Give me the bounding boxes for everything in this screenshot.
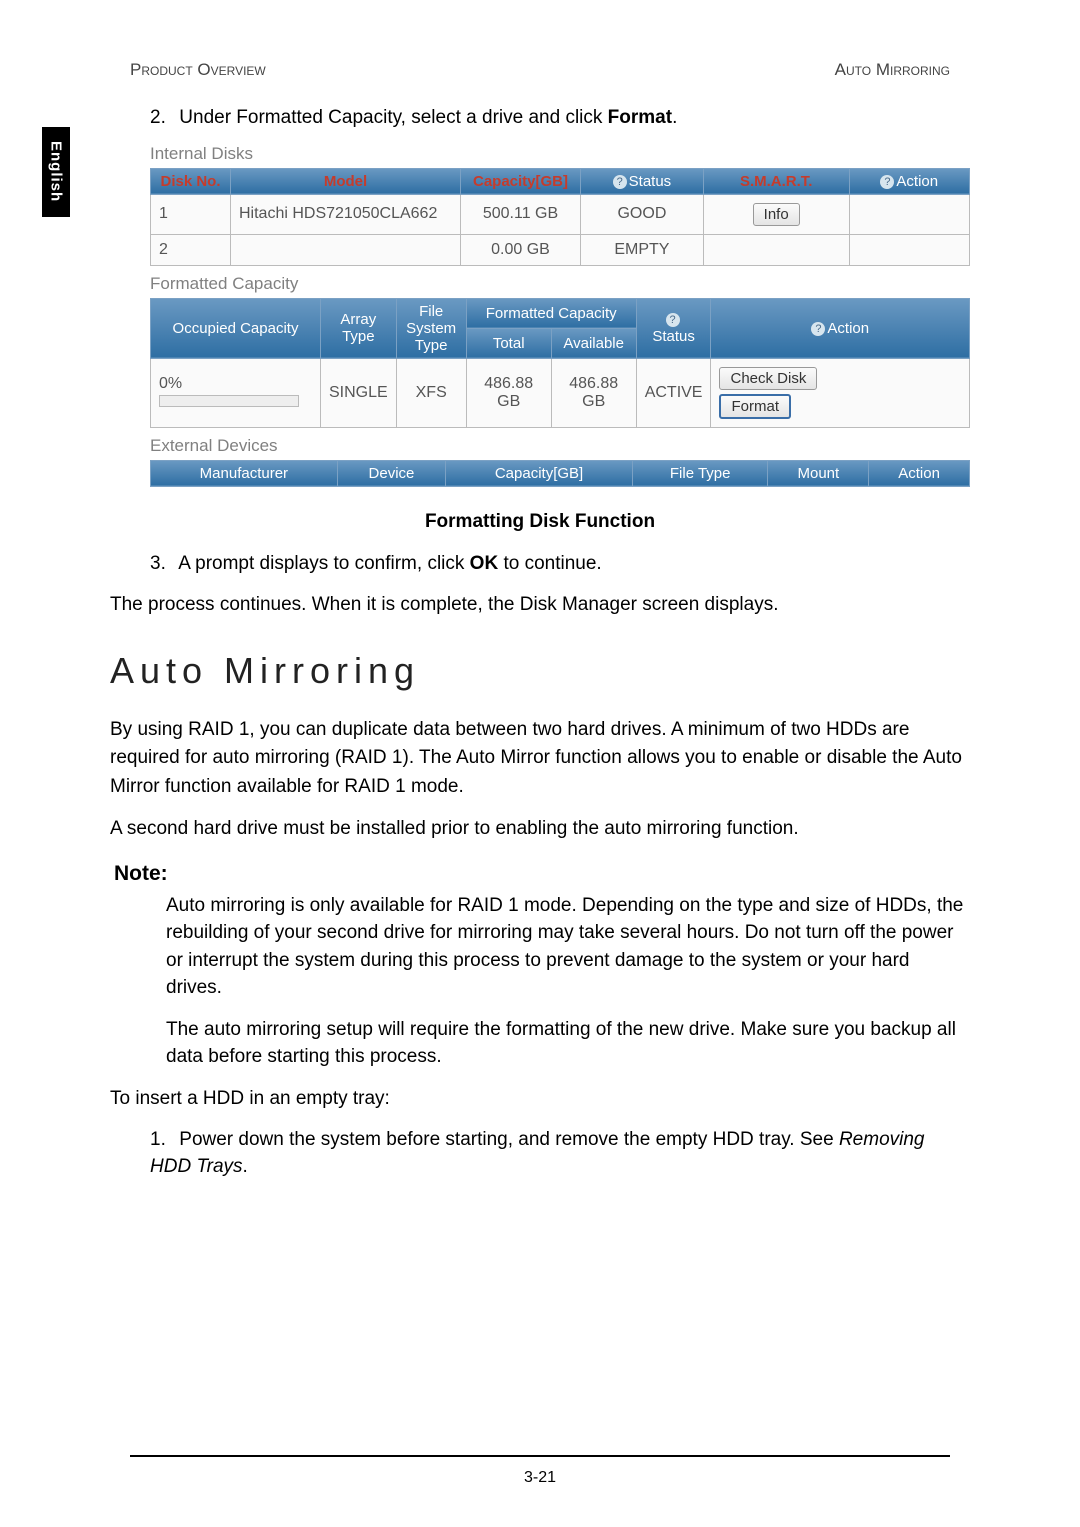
- note-p2: The auto mirroring setup will require th…: [166, 1016, 970, 1071]
- step-1b-num: 1.: [150, 1127, 174, 1154]
- col-capacity: Capacity[GB]: [461, 168, 581, 194]
- col-fc-action: ?Action: [711, 298, 970, 358]
- col-device: Device: [337, 460, 445, 486]
- section-title: Auto Mirroring: [110, 650, 970, 692]
- formatted-capacity-label: Formatted Capacity: [150, 274, 970, 294]
- table-row: 2 0.00 GB EMPTY: [151, 234, 970, 265]
- col-ext-action: Action: [869, 460, 970, 486]
- cell-fc-status: ACTIVE: [636, 358, 711, 427]
- cell-status: GOOD: [581, 194, 704, 234]
- disk-manager-ui: Internal Disks Disk No. Model Capacity[G…: [150, 144, 970, 487]
- col-fc-status: ?Status: [636, 298, 711, 358]
- col-avail: Available: [551, 328, 636, 358]
- page-header: Product Overview Auto Mirroring: [130, 60, 950, 80]
- page-number: 3-21: [0, 1469, 1080, 1487]
- step-3-text-a: A prompt displays to confirm, click: [178, 553, 469, 574]
- table-row: 1 Hitachi HDS721050CLA662 500.11 GB GOOD…: [151, 194, 970, 234]
- col-fc-action-label: Action: [827, 320, 869, 337]
- col-model: Model: [231, 168, 461, 194]
- note-title: Note:: [114, 862, 970, 886]
- cell-model: [231, 234, 461, 265]
- col-fc-status-label: Status: [652, 328, 695, 345]
- col-fs: File System Type: [396, 298, 466, 358]
- check-disk-button[interactable]: Check Disk: [719, 367, 817, 390]
- external-devices-table: Manufacturer Device Capacity[GB] File Ty…: [150, 460, 970, 487]
- cell-array: SINGLE: [321, 358, 397, 427]
- cell-smart: Info: [703, 194, 849, 234]
- cell-smart: [703, 234, 849, 265]
- col-fc-group: Formatted Capacity: [466, 298, 636, 328]
- note-p1: Auto mirroring is only available for RAI…: [166, 892, 970, 1002]
- after-step3-text: The process continues. When it is comple…: [110, 591, 970, 620]
- internal-disks-table: Disk No. Model Capacity[GB] ?Status S.M.…: [150, 168, 970, 266]
- step-2-num: 2.: [150, 105, 174, 132]
- help-icon[interactable]: ?: [811, 322, 825, 336]
- step-3-text-b: to continue.: [498, 553, 602, 574]
- step-1b-text: Power down the system before starting, a…: [179, 1129, 839, 1150]
- cell-diskno: 2: [151, 234, 231, 265]
- col-ext-cap: Capacity[GB]: [446, 460, 633, 486]
- cell-capacity: 0.00 GB: [461, 234, 581, 265]
- cell-model: Hitachi HDS721050CLA662: [231, 194, 461, 234]
- insert-intro: To insert a HDD in an empty tray:: [110, 1085, 970, 1114]
- cell-action: [849, 194, 969, 234]
- para-1: By using RAID 1, you can duplicate data …: [110, 716, 970, 802]
- col-mfr: Manufacturer: [151, 460, 338, 486]
- col-mount: Mount: [768, 460, 869, 486]
- help-icon[interactable]: ?: [666, 313, 680, 327]
- step-1b-tail: .: [243, 1156, 248, 1177]
- occupied-pct: 0%: [159, 375, 182, 392]
- language-tab-label: English: [48, 141, 65, 202]
- col-filetype: File Type: [632, 460, 768, 486]
- formatted-capacity-table: Occupied Capacity Array Type File System…: [150, 298, 970, 428]
- col-status: ?Status: [581, 168, 704, 194]
- step-2-text-a: Under Formatted Capacity, select a drive…: [179, 107, 607, 128]
- external-devices-label: External Devices: [150, 436, 970, 456]
- col-array: Array Type: [321, 298, 397, 358]
- col-total: Total: [466, 328, 551, 358]
- step-2-bold: Format: [608, 107, 672, 128]
- cell-total: 486.88 GB: [466, 358, 551, 427]
- col-occupied: Occupied Capacity: [151, 298, 321, 358]
- internal-disks-label: Internal Disks: [150, 144, 970, 164]
- col-diskno: Disk No.: [151, 168, 231, 194]
- cell-capacity: 500.11 GB: [461, 194, 581, 234]
- header-right: Auto Mirroring: [835, 60, 950, 80]
- help-icon[interactable]: ?: [880, 175, 894, 189]
- step-2-text-b: .: [672, 107, 677, 128]
- info-button[interactable]: Info: [753, 203, 800, 226]
- cell-status: EMPTY: [581, 234, 704, 265]
- help-icon[interactable]: ?: [613, 175, 627, 189]
- language-tab: English: [42, 127, 70, 217]
- format-button[interactable]: Format: [719, 394, 791, 419]
- cell-diskno: 1: [151, 194, 231, 234]
- cell-fs: XFS: [396, 358, 466, 427]
- progress-bar: [159, 395, 299, 407]
- col-status-label: Status: [629, 173, 672, 190]
- step-1b: 1. Power down the system before starting…: [150, 1127, 970, 1180]
- figure-caption: Formatting Disk Function: [110, 511, 970, 533]
- col-action: ?Action: [849, 168, 969, 194]
- para-2: A second hard drive must be installed pr…: [110, 815, 970, 844]
- step-3-bold: OK: [470, 553, 499, 574]
- cell-occupied: 0%: [151, 358, 321, 427]
- cell-fc-action: Check Disk Format: [711, 358, 970, 427]
- step-2: 2. Under Formatted Capacity, select a dr…: [150, 105, 970, 132]
- header-left: Product Overview: [130, 60, 266, 80]
- footer-rule: [130, 1455, 950, 1457]
- cell-avail: 486.88 GB: [551, 358, 636, 427]
- col-action-label: Action: [896, 173, 938, 190]
- step-3: 3. A prompt displays to confirm, click O…: [150, 551, 970, 578]
- col-smart: S.M.A.R.T.: [703, 168, 849, 194]
- table-row: 0% SINGLE XFS 486.88 GB 486.88 GB ACTIVE…: [151, 358, 970, 427]
- step-3-num: 3.: [150, 551, 174, 578]
- cell-action: [849, 234, 969, 265]
